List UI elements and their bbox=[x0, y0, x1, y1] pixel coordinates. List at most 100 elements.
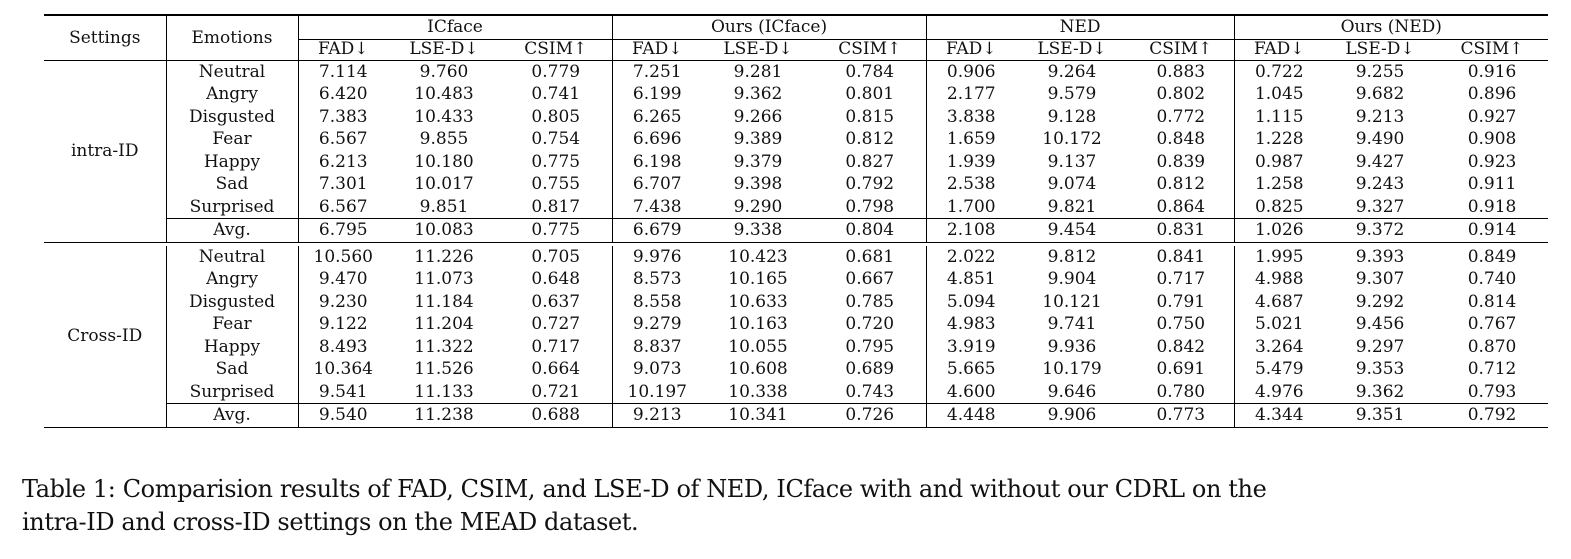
value-cell: 9.279 bbox=[632, 314, 682, 334]
value-cell: 0.785 bbox=[814, 290, 927, 313]
value-cell: 0.805 bbox=[500, 105, 613, 128]
value-cell: 7.251 bbox=[632, 61, 682, 82]
value-cell: 1.228 bbox=[1254, 129, 1304, 149]
header-settings: Settings bbox=[44, 14, 167, 61]
emotion-label: Sad bbox=[166, 358, 299, 381]
header-row-groups: Settings Emotions ICface Ours (ICface) NED Ou… bbox=[44, 14, 1549, 61]
value-cell: 10.633 bbox=[728, 291, 788, 312]
avg-value-cell: 9.454 bbox=[1016, 218, 1129, 242]
value-cell: 0.740 bbox=[1467, 269, 1517, 289]
header-metric: CSIM↑ bbox=[814, 39, 927, 61]
value-cell: 0.755 bbox=[500, 173, 613, 196]
emotion-label: Neutral bbox=[166, 60, 299, 83]
table-row: Fear 6.567 9.855 0.754 6.696 9.389 0.812 1.659 1… bbox=[44, 128, 1548, 151]
value-cell: 1.045 bbox=[1254, 84, 1304, 104]
value-cell: 0.923 bbox=[1467, 151, 1517, 172]
value-cell: 0.908 bbox=[1467, 129, 1517, 149]
value-cell: 6.567 bbox=[318, 196, 368, 217]
value-cell: 8.493 bbox=[318, 336, 368, 357]
value-cell: 10.165 bbox=[728, 269, 788, 289]
results-table-container: Settings Emotions ICface Ours (ICface) NED Ou… bbox=[44, 14, 1549, 428]
value-cell: 0.848 bbox=[1128, 128, 1235, 151]
value-cell: 9.760 bbox=[419, 61, 469, 82]
avg-value-cell: 0.726 bbox=[814, 403, 927, 428]
value-cell: 9.427 bbox=[1355, 151, 1405, 172]
value-cell: 9.936 bbox=[1047, 336, 1097, 357]
value-cell: 0.841 bbox=[1128, 245, 1235, 268]
header-group-0: ICface bbox=[298, 14, 613, 40]
avg-value-cell: 0.773 bbox=[1128, 403, 1235, 428]
header-group-2: NED bbox=[926, 14, 1235, 40]
value-cell: 10.121 bbox=[1042, 291, 1102, 312]
avg-value-cell: 9.540 bbox=[298, 403, 388, 428]
value-cell: 5.665 bbox=[946, 359, 996, 379]
value-cell: 7.301 bbox=[318, 174, 368, 194]
avg-label: Avg. bbox=[166, 403, 299, 428]
value-cell: 9.255 bbox=[1355, 61, 1405, 82]
value-cell: 10.179 bbox=[1042, 359, 1102, 379]
value-cell: 0.802 bbox=[1128, 83, 1235, 106]
value-cell: 0.721 bbox=[500, 380, 613, 404]
value-cell: 0.741 bbox=[500, 83, 613, 106]
value-cell: 0.722 bbox=[1254, 61, 1304, 82]
value-cell: 9.579 bbox=[1047, 84, 1097, 104]
value-cell: 6.265 bbox=[632, 106, 682, 127]
value-cell: 0.916 bbox=[1467, 61, 1517, 82]
value-cell: 7.438 bbox=[632, 196, 682, 217]
value-cell: 11.133 bbox=[414, 381, 474, 402]
value-cell: 8.573 bbox=[632, 269, 682, 289]
value-cell: 0.815 bbox=[814, 105, 927, 128]
value-cell: 0.750 bbox=[1128, 313, 1235, 336]
value-cell: 1.939 bbox=[946, 151, 996, 172]
value-cell: 0.842 bbox=[1128, 335, 1235, 358]
value-cell: 0.792 bbox=[814, 173, 927, 196]
value-cell: 9.741 bbox=[1047, 314, 1097, 334]
value-cell: 9.290 bbox=[733, 196, 783, 217]
value-cell: 3.919 bbox=[946, 336, 996, 357]
value-cell: 0.754 bbox=[500, 128, 613, 151]
value-cell: 1.659 bbox=[946, 129, 996, 149]
emotion-label: Angry bbox=[166, 268, 299, 291]
emotion-label: Angry bbox=[166, 83, 299, 106]
avg-value-cell: 0.775 bbox=[500, 218, 613, 242]
value-cell: 9.266 bbox=[733, 106, 783, 127]
avg-value-cell: 6.795 bbox=[298, 218, 388, 242]
results-table: Settings Emotions ICface Ours (ICface) NED Ou… bbox=[44, 14, 1549, 428]
value-cell: 9.292 bbox=[1355, 291, 1405, 312]
table-row: Cross-ID Neutral 10.560 11.226 0.705 9.976 10.… bbox=[44, 245, 1548, 428]
value-cell: 0.667 bbox=[814, 268, 927, 291]
value-cell: 11.322 bbox=[414, 336, 474, 357]
value-cell: 9.812 bbox=[1047, 246, 1097, 267]
value-cell: 9.398 bbox=[733, 174, 783, 194]
value-cell: 10.055 bbox=[728, 336, 788, 357]
emotion-label: Happy bbox=[166, 335, 299, 358]
value-cell: 9.073 bbox=[632, 359, 682, 379]
table-caption: Table 1: Comparision results of FAD, CSI… bbox=[22, 473, 1552, 539]
value-cell: 0.681 bbox=[814, 245, 927, 268]
value-cell: 4.600 bbox=[946, 381, 996, 402]
avg-value-cell: 9.213 bbox=[612, 403, 703, 428]
value-cell: 1.115 bbox=[1254, 106, 1304, 127]
avg-label: Avg. bbox=[166, 218, 299, 242]
emotion-label: Sad bbox=[166, 173, 299, 196]
value-cell: 9.821 bbox=[1047, 196, 1097, 217]
value-cell: 10.172 bbox=[1042, 129, 1102, 149]
value-cell: 6.696 bbox=[632, 129, 682, 149]
table-row: Disgusted 9.230 11.184 0.637 8.558 10.633 0.78… bbox=[44, 290, 1548, 313]
value-cell: 0.839 bbox=[1128, 150, 1235, 173]
value-cell: 0.812 bbox=[814, 128, 927, 151]
value-cell: 9.074 bbox=[1047, 174, 1097, 194]
value-cell: 6.707 bbox=[632, 174, 682, 194]
avg-value-cell: 10.083 bbox=[388, 218, 500, 242]
value-cell: 9.682 bbox=[1355, 84, 1405, 104]
value-cell: 4.983 bbox=[946, 314, 996, 334]
value-cell: 5.479 bbox=[1254, 359, 1304, 379]
value-cell: 9.490 bbox=[1355, 129, 1405, 149]
emotion-label: Surprised bbox=[166, 380, 299, 404]
value-cell: 3.264 bbox=[1254, 336, 1304, 357]
avg-value-cell: 9.906 bbox=[1016, 403, 1129, 428]
value-cell: 0.817 bbox=[500, 195, 613, 219]
value-cell: 9.230 bbox=[318, 291, 368, 312]
value-cell: 0.767 bbox=[1467, 314, 1517, 334]
value-cell: 1.995 bbox=[1254, 246, 1304, 267]
